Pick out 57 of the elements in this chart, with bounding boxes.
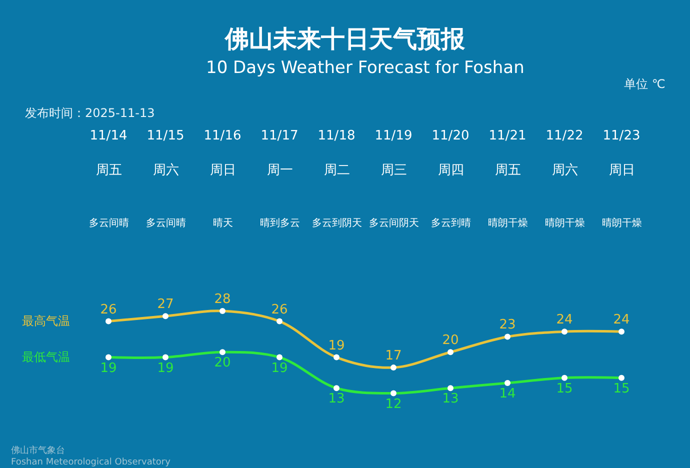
data-label: 28 <box>214 292 231 308</box>
data-label: 13 <box>328 392 345 407</box>
x-tick-label: 11/15 <box>146 128 184 144</box>
data-label: 19 <box>271 360 288 376</box>
text: 晴到多云 <box>260 217 300 229</box>
data-label: 12 <box>385 396 402 412</box>
data-label: 23 <box>499 318 516 333</box>
x-tick-label: 11/18 <box>318 128 356 144</box>
x-tick-label: 11/19 <box>374 128 412 144</box>
text: 晴朗干燥 <box>545 217 585 229</box>
text: 多云到阴天 <box>312 217 362 229</box>
text: 周五 <box>96 163 122 178</box>
text: 周六 <box>552 163 578 178</box>
text: 周六 <box>153 163 179 178</box>
text: 晴朗干燥 <box>488 217 528 229</box>
x-tick-label: 11/17 <box>260 128 298 144</box>
data-label: 17 <box>385 348 402 364</box>
data-label: 20 <box>214 356 231 371</box>
text: 周日 <box>609 163 635 178</box>
text: 最高气温 <box>22 314 70 328</box>
x-tick-label: 11/20 <box>432 128 470 144</box>
data-label: 19 <box>100 360 117 376</box>
chart-title: 佛山未来十日天气预报 <box>224 25 466 54</box>
x-tick-label: 11/21 <box>488 128 526 144</box>
data-label: 24 <box>613 312 630 328</box>
text: 发布时间：2025-11-13 <box>25 106 155 120</box>
x-tick-label: 11/16 <box>204 128 242 144</box>
text: 周二 <box>324 163 350 178</box>
data-label: 15 <box>556 381 573 396</box>
text: 晴朗干燥 <box>602 217 642 229</box>
x-tick-label: 11/23 <box>602 128 640 144</box>
data-label: 19 <box>328 338 345 354</box>
text: 周日 <box>210 163 236 178</box>
chart-subtitle: 10 Days Weather Forecast for Foshan <box>206 58 524 78</box>
text: 多云到晴 <box>431 217 471 229</box>
data-label: 26 <box>271 302 288 318</box>
data-label: 19 <box>157 360 174 376</box>
text: 多云间阴天 <box>369 217 419 229</box>
data-label: 15 <box>613 381 630 396</box>
text: 周一 <box>267 163 293 178</box>
text: 多云间晴 <box>89 217 129 229</box>
text: 单位 ℃ <box>624 77 666 91</box>
text: 最低气温 <box>22 350 70 364</box>
x-tick-label: 11/22 <box>546 128 584 144</box>
text: 周五 <box>495 163 521 178</box>
data-label: 24 <box>556 312 573 328</box>
x-tick-label: 11/14 <box>90 128 128 144</box>
text: 多云间晴 <box>146 217 186 229</box>
data-label: 26 <box>100 302 117 318</box>
text: 晴天 <box>213 217 233 229</box>
data-label: 14 <box>499 386 516 402</box>
text: 佛山市气象台 Foshan Meteorological Observatory <box>11 445 172 468</box>
text: 周三 <box>381 163 407 178</box>
data-label: 13 <box>442 392 459 407</box>
data-label: 20 <box>442 333 459 348</box>
text: 周四 <box>438 163 464 178</box>
data-label: 27 <box>157 297 174 312</box>
